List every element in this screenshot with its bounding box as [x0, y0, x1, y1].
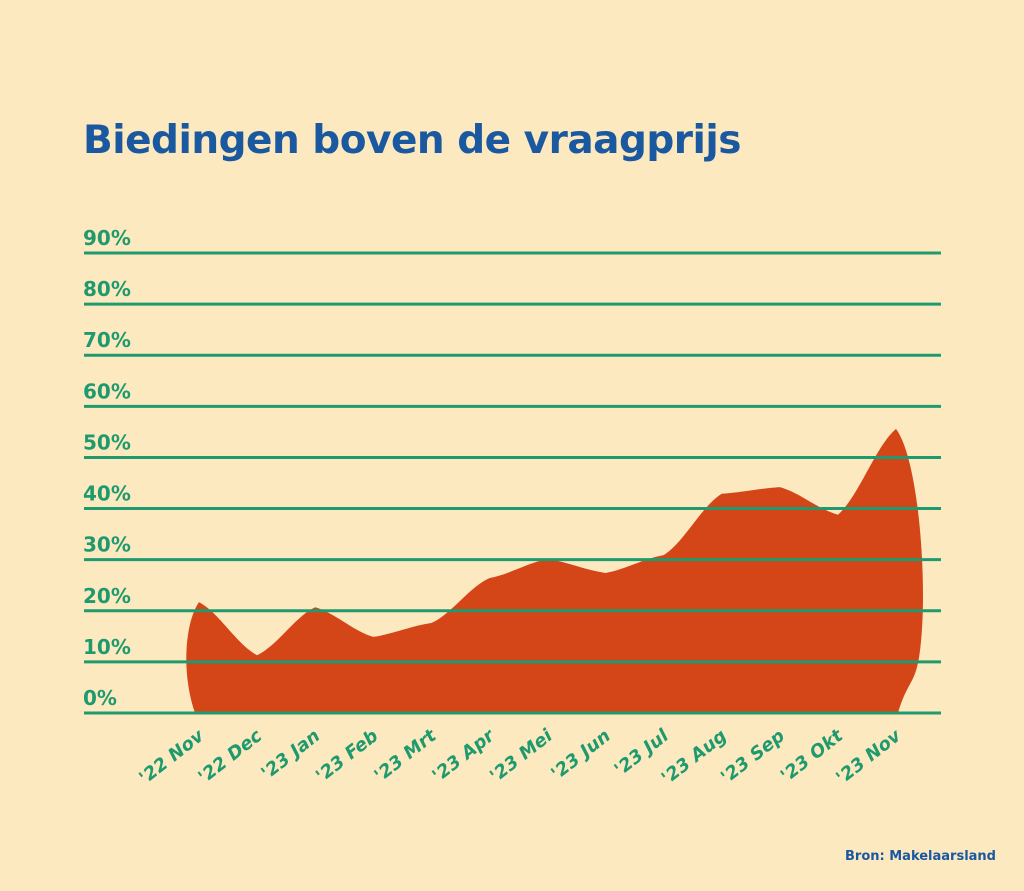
source-note: Bron: Makelaarsland	[845, 849, 996, 864]
y-tick-label: 50%	[83, 430, 131, 454]
y-tick-label: 0%	[83, 686, 117, 710]
x-tick-label: '23 Nov	[832, 725, 906, 789]
x-tick-label: '23 Aug	[658, 725, 731, 789]
x-tick-label: '23 Feb	[312, 725, 382, 786]
y-tick-label: 30%	[83, 533, 131, 557]
x-tick-label: '22 Nov	[135, 725, 209, 789]
y-tick-label: 70%	[83, 328, 131, 352]
area-series	[186, 428, 923, 713]
chart-title: Biedingen boven de vraagprijs	[83, 118, 741, 163]
gridlines-overlay	[84, 251, 941, 715]
x-tick-label: '23 Apr	[428, 725, 499, 787]
x-tick-label: '23 Mrt	[371, 725, 442, 787]
x-tick-label: '23 Jan	[257, 725, 324, 784]
x-tick-label: '23 Jun	[547, 725, 614, 784]
y-tick-label: 60%	[83, 379, 131, 403]
x-tick-label: '23 Sep	[717, 725, 789, 788]
y-tick-label: 80%	[83, 277, 131, 301]
x-tick-label: '22 Dec	[194, 725, 266, 788]
y-tick-label: 40%	[83, 482, 131, 506]
y-tick-label: 10%	[83, 635, 131, 659]
y-axis-ticks: 0% 10% 20% 30% 40% 50% 60% 70% 80% 90%	[83, 226, 131, 710]
y-tick-label: 20%	[83, 584, 131, 608]
y-tick-label: 90%	[83, 226, 131, 250]
x-tick-label: '23 Mei	[486, 725, 557, 787]
x-axis-ticks: '22 Nov'22 Dec'23 Jan'23 Feb'23 Mrt'23 A…	[135, 725, 906, 789]
